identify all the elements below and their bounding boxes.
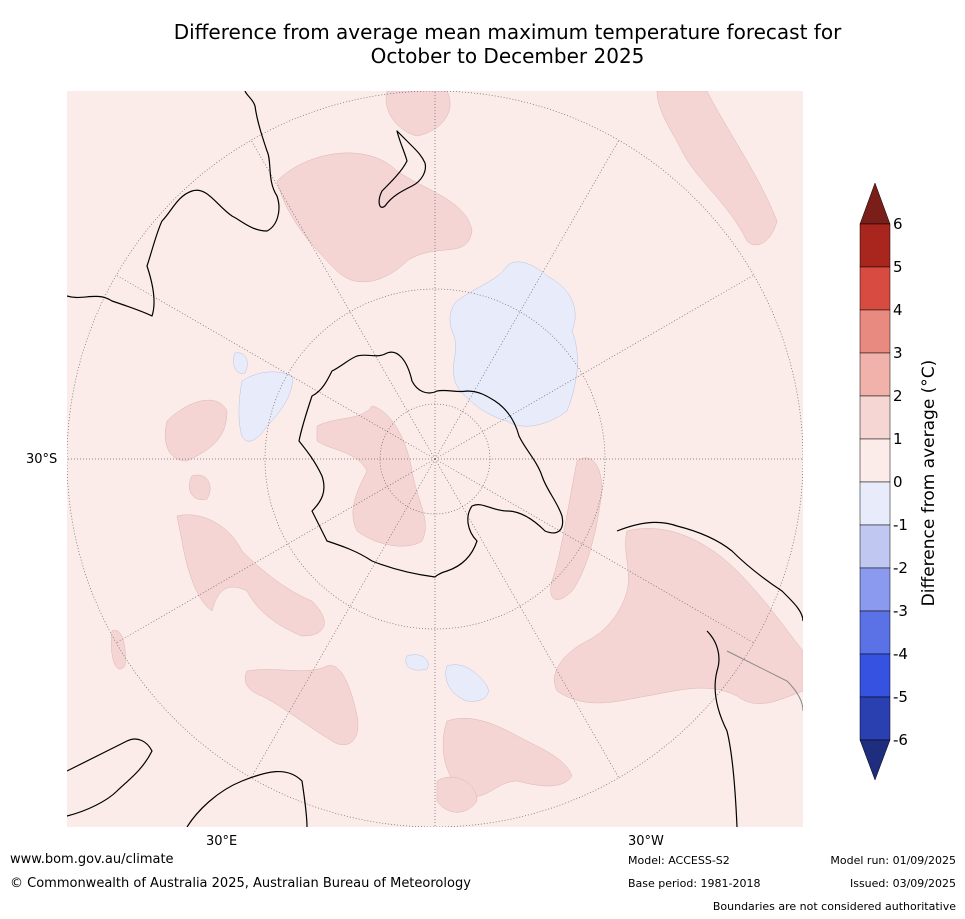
cool-patch-weddell bbox=[449, 261, 578, 427]
colorbar-tick-m4: -4 bbox=[893, 645, 908, 663]
colorbar-band-1-2 bbox=[859, 395, 891, 440]
title-line-1: Difference from average mean maximum tem… bbox=[173, 20, 842, 44]
meridian-150e bbox=[250, 139, 436, 460]
colorbar-band-2-3 bbox=[859, 352, 891, 397]
colorbar-tick-5: 5 bbox=[893, 258, 903, 276]
title-line-2: October to December 2025 bbox=[370, 44, 645, 68]
colorbar-label: Difference from average (°C) bbox=[919, 359, 939, 607]
footer-url[interactable]: www.bom.gov.au/climate bbox=[10, 852, 174, 867]
warm-patch-tasman bbox=[276, 152, 473, 283]
meridian-150w bbox=[434, 139, 620, 460]
lon-label-30e: 30°E bbox=[206, 834, 238, 849]
lon-label-30w: 30°W bbox=[628, 834, 664, 849]
meridian-120e bbox=[115, 274, 436, 460]
warm-patch-west bbox=[164, 399, 228, 462]
meridian-30e bbox=[250, 458, 436, 779]
colorbar-band-m1-0 bbox=[859, 481, 891, 526]
colorbar-tick-m3: -3 bbox=[893, 602, 908, 620]
warm-patch-south-america bbox=[554, 528, 803, 704]
colorbar-extend-bottom bbox=[859, 739, 891, 781]
cool-patch-west bbox=[238, 371, 293, 442]
cool-patch-south bbox=[445, 664, 489, 702]
colorbar-tick-3: 3 bbox=[893, 344, 903, 362]
colorbar-band-m4-m3 bbox=[859, 610, 891, 655]
cool-anomaly-regions bbox=[233, 261, 578, 702]
warm-anomaly-regions bbox=[111, 91, 803, 813]
colorbar-band-0-1 bbox=[859, 438, 891, 483]
meridian-60w bbox=[434, 458, 755, 644]
meridian-30w bbox=[434, 458, 620, 779]
colorbar bbox=[859, 182, 891, 781]
warm-patch-ssw bbox=[436, 776, 478, 813]
warm-patch-antarctic bbox=[316, 405, 426, 547]
colorbar-tick-m6: -6 bbox=[893, 731, 908, 749]
colorbar-tick-m1: -1 bbox=[893, 516, 908, 534]
footer-base-period: Base period: 1981-2018 bbox=[628, 877, 761, 890]
colorbar-band-m3-m2 bbox=[859, 567, 891, 612]
coastlines bbox=[67, 91, 803, 827]
south-america-coast bbox=[616, 521, 803, 827]
graticule bbox=[67, 91, 803, 827]
footer-disclaimer: Boundaries are not considered authoritat… bbox=[712, 900, 956, 913]
colorbar-extend-top bbox=[859, 182, 891, 225]
boundary-south-america bbox=[726, 650, 803, 712]
warm-patch-north bbox=[385, 91, 451, 137]
colorbar-tick-1: 1 bbox=[893, 430, 903, 448]
footer-model-run: Model run: 01/09/2025 bbox=[830, 854, 956, 867]
map-panel bbox=[67, 91, 803, 827]
africa-coast-2 bbox=[186, 770, 308, 827]
colorbar-band-m6-m5 bbox=[859, 696, 891, 741]
colorbar-band-3-4 bbox=[859, 309, 891, 354]
warm-patch-sw bbox=[176, 514, 325, 637]
chart-title: Difference from average mean maximum tem… bbox=[80, 20, 935, 68]
colorbar-tick-m5: -5 bbox=[893, 688, 908, 706]
africa-coast bbox=[67, 738, 153, 817]
colorbar-tick-2: 2 bbox=[893, 387, 903, 405]
footer-model: Model: ACCESS-S2 bbox=[628, 854, 730, 867]
australia-coast bbox=[67, 91, 280, 317]
antarctica-coast bbox=[298, 351, 564, 578]
colorbar-band-5-6 bbox=[859, 223, 891, 268]
colorbar-band-4-5 bbox=[859, 266, 891, 311]
colorbar-tick-6: 6 bbox=[893, 215, 903, 233]
colorbar-tick-m2: -2 bbox=[893, 559, 908, 577]
warm-patch-south bbox=[244, 665, 359, 746]
footer-copyright: © Commonwealth of Australia 2025, Austra… bbox=[10, 876, 471, 891]
cool-patch-south-2 bbox=[405, 654, 429, 671]
parallel-60s bbox=[264, 288, 606, 630]
warm-patch-east bbox=[550, 457, 603, 600]
cool-patch-small bbox=[233, 352, 248, 374]
polar-map bbox=[67, 91, 803, 827]
lat-label-30s: 30°S bbox=[26, 452, 58, 467]
footer-issued: Issued: 03/09/2025 bbox=[849, 877, 956, 890]
meridian-120w bbox=[434, 274, 755, 460]
colorbar-tick-4: 4 bbox=[893, 301, 903, 319]
warm-patch-ne bbox=[656, 91, 778, 246]
warm-patch-small-2 bbox=[189, 474, 211, 500]
colorbar-band-m2-m1 bbox=[859, 524, 891, 569]
country-boundaries bbox=[726, 650, 803, 712]
colorbar-tick-0: 0 bbox=[893, 473, 903, 491]
colorbar-band-m5-m4 bbox=[859, 653, 891, 698]
new-zealand-coast bbox=[378, 130, 427, 208]
meridian-60e bbox=[115, 458, 436, 644]
